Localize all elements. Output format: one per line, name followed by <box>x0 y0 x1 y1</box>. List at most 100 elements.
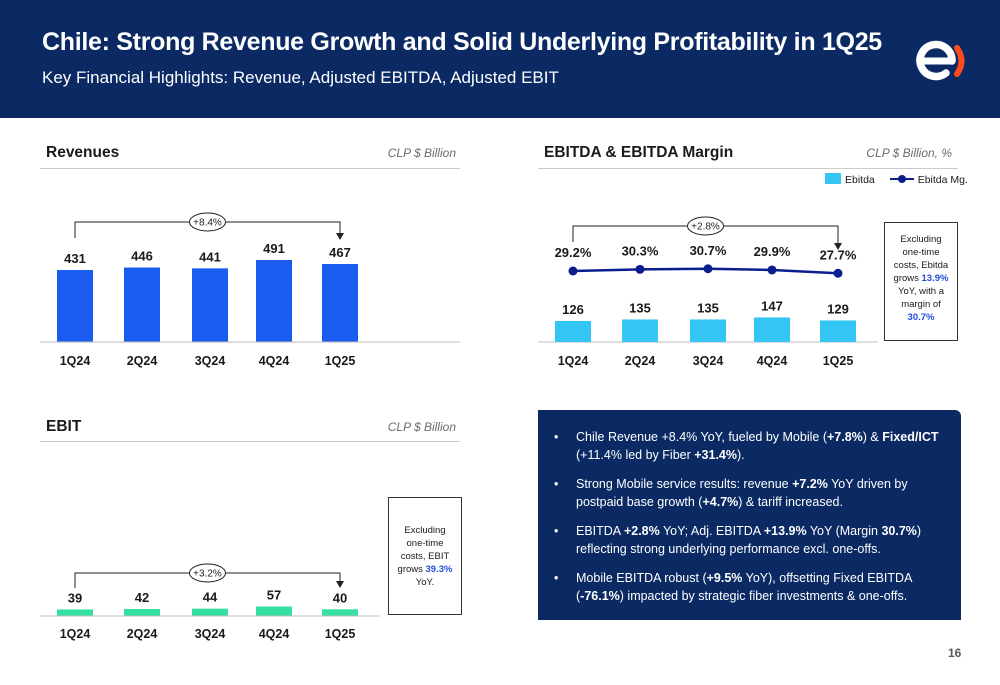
ebitda-margin-point <box>767 265 777 275</box>
ebitda-note-l5: YoY, with a <box>898 286 944 297</box>
ebit-note-box: Excluding one-time costs, EBIT grows 39.… <box>388 497 462 615</box>
revenue-value-label: 431 <box>64 251 86 266</box>
ebitda-note-l7: 30.7% <box>907 312 935 323</box>
ebit-growth-bubble <box>189 563 226 583</box>
revenue-category-label: 4Q24 <box>259 354 290 368</box>
ebitda-value-label: 147 <box>761 298 783 313</box>
revenue-category-label: 2Q24 <box>127 354 158 368</box>
ebit-divider <box>40 441 460 442</box>
ebit-value-label: 42 <box>135 590 149 605</box>
ebitda-margin-point <box>703 264 713 274</box>
revenue-value-label: 491 <box>263 241 285 256</box>
highlight-item: Chile Revenue +8.4% YoY, fueled by Mobil… <box>552 428 941 464</box>
ebit-note-l1: Excluding <box>404 525 446 536</box>
ebitda-margin-label: 30.7% <box>690 243 727 258</box>
ebitda-note-l4a: grows <box>893 273 922 284</box>
ebit-category-label: 1Q24 <box>60 627 91 641</box>
revenue-bar <box>124 267 160 342</box>
ebitda-value-label: 129 <box>827 301 849 316</box>
ebit-bar <box>192 608 228 616</box>
ebit-bar <box>322 609 358 616</box>
ebitda-margin-label: 27.7% <box>820 247 857 262</box>
revenue-bar <box>192 268 228 342</box>
ebit-value-label: 44 <box>203 590 218 605</box>
revenue-bar <box>322 264 358 342</box>
ebitda-category-label: 1Q25 <box>823 354 854 368</box>
ebitda-margin-label: 29.9% <box>754 244 791 259</box>
revenue-value-label: 441 <box>199 249 221 264</box>
revenue-category-label: 1Q25 <box>325 354 356 368</box>
ebit-bar <box>124 608 160 616</box>
ebitda-legend: Ebitda Ebitda Mg. <box>825 173 968 186</box>
ebitda-unit: CLP $ Billion, % <box>866 146 952 160</box>
ebitda-note-box: Excluding one-time costs, Ebitda grows 1… <box>884 222 958 341</box>
ebitda-category-label: 2Q24 <box>625 354 656 368</box>
highlights-list: Chile Revenue +8.4% YoY, fueled by Mobil… <box>552 428 941 605</box>
ebit-note-l4b: 39.3% <box>425 564 453 575</box>
legend-swatch-ebitda <box>825 173 841 184</box>
revenues-title: Revenues <box>46 144 120 161</box>
ebitda-divider <box>538 168 958 169</box>
ebitda-category-label: 4Q24 <box>757 354 788 368</box>
ebitda-value-label: 135 <box>697 300 719 315</box>
revenue-growth-arrowhead <box>336 233 344 240</box>
entel-logo <box>916 40 965 81</box>
ebit-note-l2: one-time <box>406 538 444 549</box>
ebitda-bar <box>690 319 726 342</box>
ebit-growth-arrowhead <box>336 581 344 588</box>
ebitda-title: EBITDA & EBITDA Margin <box>544 144 734 161</box>
ebit-note-l5: YoY. <box>415 577 435 588</box>
ebit-bar <box>256 606 292 616</box>
ebitda-margin-label: 30.3% <box>622 243 659 258</box>
ebit-unit: CLP $ Billion <box>387 420 456 434</box>
ebitda-margin-label: 29.2% <box>555 245 592 260</box>
ebitda-category-label: 3Q24 <box>693 354 724 368</box>
ebitda-value-label: 126 <box>562 302 584 317</box>
revenue-value-label: 467 <box>329 245 351 260</box>
highlight-item: Mobile EBITDA robust (+9.5% YoY), offset… <box>552 569 941 605</box>
legend-label-ebitda: Ebitda <box>845 174 875 186</box>
ebit-growth-label: +3.2% <box>193 569 222 580</box>
ebit-category-label: 2Q24 <box>127 627 158 641</box>
ebitda-growth-label: +2.8% <box>691 222 720 233</box>
ebit-note-l3: costs, EBIT <box>400 551 450 562</box>
revenue-category-label: 3Q24 <box>195 354 226 368</box>
highlights-panel: Chile Revenue +8.4% YoY, fueled by Mobil… <box>538 410 961 620</box>
ebitda-margin-point <box>568 266 578 276</box>
revenue-growth-label: +8.4% <box>193 218 222 229</box>
ebitda-category-label: 1Q24 <box>558 354 589 368</box>
ebitda-note-l1: Excluding <box>900 234 942 245</box>
ebit-category-label: 1Q25 <box>325 627 356 641</box>
ebit-title: EBIT <box>46 418 82 435</box>
ebit-value-label: 39 <box>68 590 82 605</box>
ebit-category-label: 4Q24 <box>259 627 290 641</box>
ebitda-note-l4b: 13.9% <box>921 273 949 284</box>
header-banner: Chile: Strong Revenue Growth and Solid U… <box>0 0 1000 118</box>
ebitda-growth-bubble <box>687 216 724 236</box>
revenue-bar <box>256 260 292 342</box>
ebitda-note-l2: one-time <box>902 247 940 258</box>
ebitda-margin-point <box>833 268 843 278</box>
ebitda-bar <box>820 320 856 342</box>
revenues-unit: CLP $ Billion <box>387 146 456 160</box>
ebitda-note-l3: costs, Ebitda <box>893 260 949 271</box>
ebitda-growth-arrowhead <box>834 243 842 250</box>
ebitda-bar <box>555 320 591 342</box>
legend-label-margin: Ebitda Mg. <box>917 174 968 186</box>
highlight-item: EBITDA +2.8% YoY; Adj. EBITDA +13.9% YoY… <box>552 522 941 558</box>
ebitda-chart: 126 1Q24 135 2Q24 135 3Q24 147 4Q24 129 1Q25 29.2%… <box>538 216 878 368</box>
highlight-item: Strong Mobile service results: revenue +… <box>552 475 941 511</box>
ebitda-value-label: 135 <box>629 300 651 315</box>
ebit-bar <box>57 609 93 616</box>
ebitda-note-l6: margin of <box>901 299 941 310</box>
revenue-category-label: 1Q24 <box>60 354 91 368</box>
page-subtitle: Key Financial Highlights: Revenue, Adjus… <box>42 68 559 87</box>
ebit-value-label: 40 <box>333 590 347 605</box>
revenue-value-label: 446 <box>131 249 153 264</box>
legend-swatch-margin <box>889 174 914 184</box>
ebitda-bar <box>622 319 658 342</box>
ebit-category-label: 3Q24 <box>195 627 226 641</box>
ebitda-bar <box>754 317 790 342</box>
revenue-growth-bubble <box>189 212 226 232</box>
revenues-divider <box>40 168 460 169</box>
